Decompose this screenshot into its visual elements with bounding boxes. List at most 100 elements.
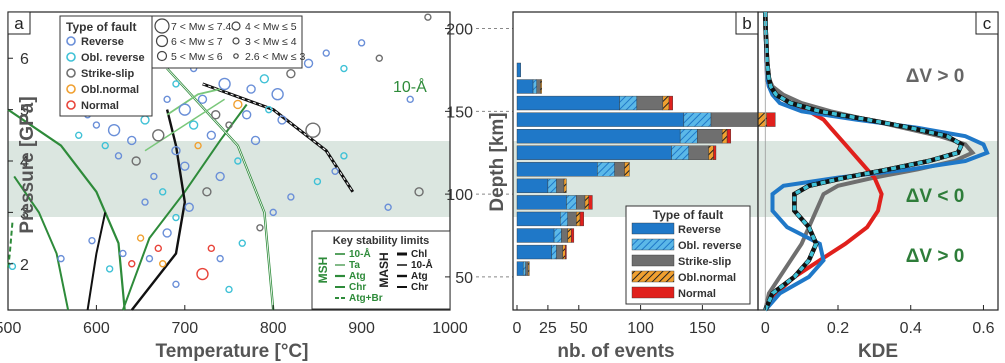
magnitude-legend-label: 4 < Mw ≤ 5 (245, 21, 297, 33)
bar-segment (516, 244, 552, 260)
event-point (88, 236, 96, 245)
event-point (140, 115, 150, 125)
fault-legend-title: Type of fault (66, 20, 136, 34)
bar-segment (710, 112, 759, 127)
fault-legend-label: Reverse (81, 36, 124, 48)
x-tick-label: 600 (83, 320, 110, 337)
bar-segment (516, 129, 681, 144)
x-tick-label: 0.2 (827, 320, 849, 337)
event-point (158, 260, 167, 268)
event-point (313, 177, 322, 186)
bar-segment (516, 162, 598, 177)
event-point (218, 77, 231, 91)
panel-c-label: c (983, 14, 992, 33)
magnitude-legend-label: 3 < Mw ≤ 4 (245, 36, 297, 48)
y-tick-label: 5 (20, 103, 29, 120)
depth-tick-label: 150 (446, 104, 473, 121)
fault-legend-marker (66, 36, 76, 46)
event-point (384, 203, 392, 211)
event-point (152, 129, 165, 142)
magnitude-legend-label: 5 < Mw ≤ 6 (171, 51, 223, 63)
depth-axis: 50 100 150 200 Depth [km] (445, 22, 513, 287)
bar-segment (662, 95, 670, 111)
event-point (206, 130, 217, 141)
event-point (75, 131, 83, 140)
event-point (259, 74, 270, 84)
y-tick-label: 4 (20, 154, 29, 171)
bar-legend-label: Normal (678, 288, 716, 300)
fault-legend-label: Strike-slip (81, 68, 134, 80)
bar-segment (516, 145, 672, 160)
event-point (305, 122, 321, 138)
event-point (188, 120, 199, 130)
event-point (136, 234, 145, 242)
fault-legend-marker (66, 100, 76, 110)
bar-segment (567, 211, 577, 227)
event-point (172, 280, 180, 289)
event-point (163, 95, 171, 104)
bar-segment (567, 228, 572, 243)
fault-legend-marker (66, 68, 76, 78)
x-ticks: 0 0.2 0.4 0.6 (761, 305, 995, 337)
mash-label: MASH (377, 252, 391, 287)
event-point (424, 13, 432, 21)
bar-segment (624, 162, 630, 177)
bar-segment (516, 228, 555, 243)
panel-a-label-box (7, 11, 31, 35)
annotation-dv-top: ΔV > 0 (906, 66, 965, 87)
bar-legend-label: Strike-slip (678, 256, 731, 268)
ta-curve-inner (166, 68, 274, 311)
x-tick-label: 1000 (432, 320, 468, 337)
mash-legend-label: Chl (411, 249, 427, 260)
bar-segment (556, 244, 563, 260)
event-point (178, 103, 192, 116)
magnitude-legend-marker (155, 34, 169, 48)
magnitude-legend-marker (154, 18, 170, 34)
event-point (269, 208, 277, 217)
msh-legend-label: Chr (349, 282, 366, 293)
event-point (127, 135, 137, 146)
event-point (154, 244, 162, 253)
bar-segment (516, 95, 620, 111)
bar-segment (516, 261, 524, 276)
depth-tick-label: 200 (446, 22, 473, 39)
event-point (207, 244, 216, 253)
x-tick-label: 25 (539, 320, 557, 337)
bar-segment (565, 244, 567, 260)
y-axis-title: Pressure [GPa] (17, 96, 38, 233)
annotation-10a: 10-Å (393, 77, 427, 96)
x-axis-title: KDE (858, 341, 898, 362)
x-tick-label: 700 (171, 320, 198, 337)
event-point (150, 172, 158, 181)
bar-segment (562, 244, 566, 260)
bar-segment (516, 112, 685, 127)
stability-legend-title: Key stability limits (333, 235, 430, 247)
annotation-dv-mid: ΔV < 0 (906, 186, 965, 207)
mash-legend-label: 10-Å (411, 258, 433, 271)
event-point (114, 152, 123, 160)
event-point (357, 39, 366, 47)
bar-segment (683, 112, 712, 127)
event-point (196, 267, 209, 281)
panel-b: 0 25 50 100 150 nb. of events b Type of faul… (512, 11, 776, 362)
event-point (211, 110, 221, 120)
event-point (128, 260, 136, 268)
event-point (234, 157, 242, 165)
magnitude-legend-marker (231, 21, 241, 31)
magnitude-legend-label: 6 < Mw ≤ 7 (171, 36, 223, 48)
event-point (225, 121, 233, 129)
bar-segment (597, 162, 615, 177)
bar-segment (561, 228, 568, 243)
bar-legend-label: Reverse (678, 224, 721, 236)
bar-legend-swatch (631, 270, 675, 283)
event-point (101, 141, 109, 150)
magnitude-legend-marker (156, 50, 168, 62)
bar-segment (636, 95, 664, 111)
event-point (233, 99, 243, 110)
x-tick-label: 100 (627, 320, 654, 337)
bar-segment (571, 228, 575, 243)
fault-legend-label: Normal (81, 100, 119, 112)
bar-segment (540, 79, 542, 94)
bar-segment (525, 261, 529, 276)
